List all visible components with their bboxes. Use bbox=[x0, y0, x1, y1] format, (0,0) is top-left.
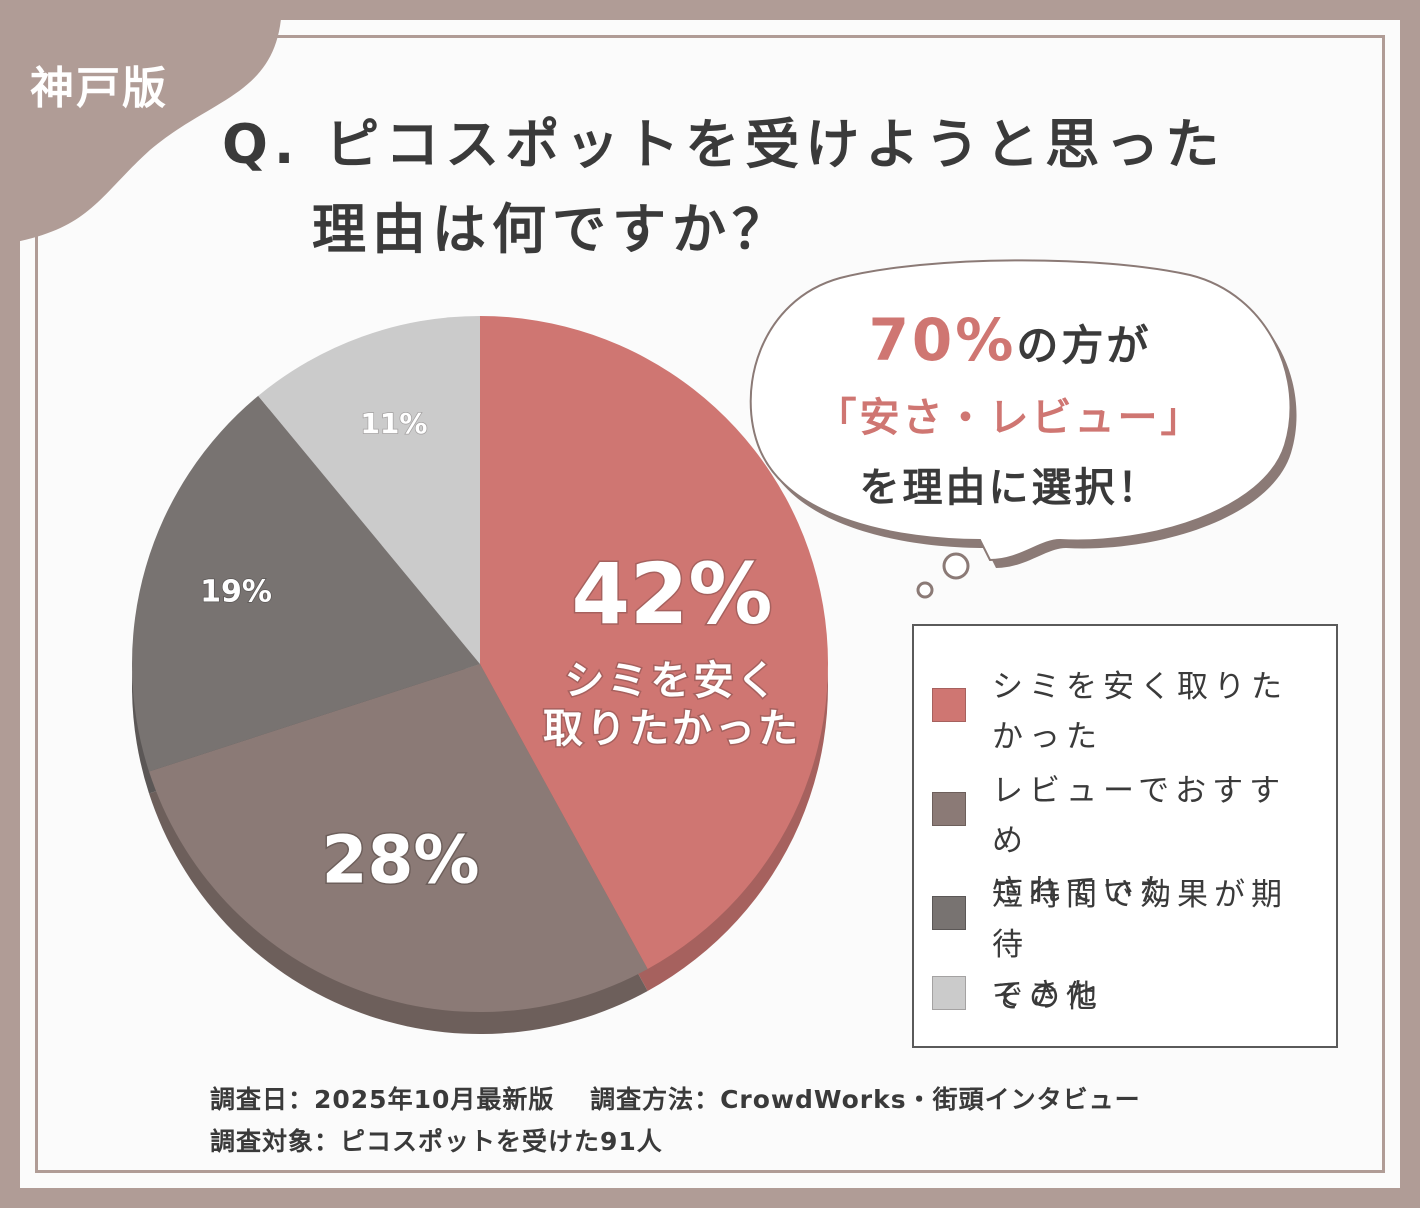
legend-label-4-line1: その他 bbox=[992, 979, 1103, 1015]
survey-info-line2: 調査対象：ピコスポットを受けた91人 bbox=[210, 1127, 663, 1156]
legend-label-2: レビューでおすすめ されていた bbox=[992, 766, 1322, 916]
legend-swatch-1 bbox=[932, 688, 966, 722]
survey-info-line1: 調査日：2025年10月最新版 調査方法：CrowdWorks・街頭インタビュー bbox=[210, 1085, 1141, 1114]
legend-label-3-line2: できた bbox=[992, 977, 1103, 1013]
legend-swatch-3 bbox=[932, 896, 966, 930]
legend-label-2-line1: レビューでおすすめ bbox=[992, 773, 1287, 859]
legend-label-4: その他 bbox=[992, 972, 1322, 1022]
legend-label-1-line1: シミを安く取りた bbox=[992, 669, 1288, 705]
legend-swatch-4 bbox=[932, 976, 966, 1010]
legend-label-3-line1: 短時間で効果が期待 bbox=[992, 877, 1288, 963]
legend-label-2-line2: されていた bbox=[992, 873, 1177, 909]
legend-label-1-line2: かった bbox=[992, 719, 1103, 755]
legend-swatch-2 bbox=[932, 792, 966, 826]
legend-label-3: 短時間で効果が期待 できた bbox=[992, 870, 1322, 1020]
question-title-line1: Q. ピコスポットを受けようと思った bbox=[222, 113, 1226, 176]
callout-line1: 70%の方が bbox=[780, 306, 1240, 374]
region-badge: 神戸版 bbox=[30, 63, 168, 114]
callout-highlight: 「安さ・レビュー」 bbox=[816, 395, 1204, 441]
chart-legend: シミを安く取りた かった レビューでおすすめ されていた 短時間で効果が期待 で… bbox=[912, 624, 1338, 1048]
callout-percent: 70% bbox=[868, 306, 1017, 374]
question-title-line2: 理由は何ですか？ bbox=[312, 198, 792, 261]
callout-suffix: の方が bbox=[1016, 321, 1152, 370]
legend-label-1: シミを安く取りた かった bbox=[992, 662, 1322, 762]
callout-line3: を理由に選択！ bbox=[859, 465, 1161, 511]
inner-frame bbox=[35, 35, 1385, 1173]
region-corner-shape bbox=[0, 0, 282, 245]
